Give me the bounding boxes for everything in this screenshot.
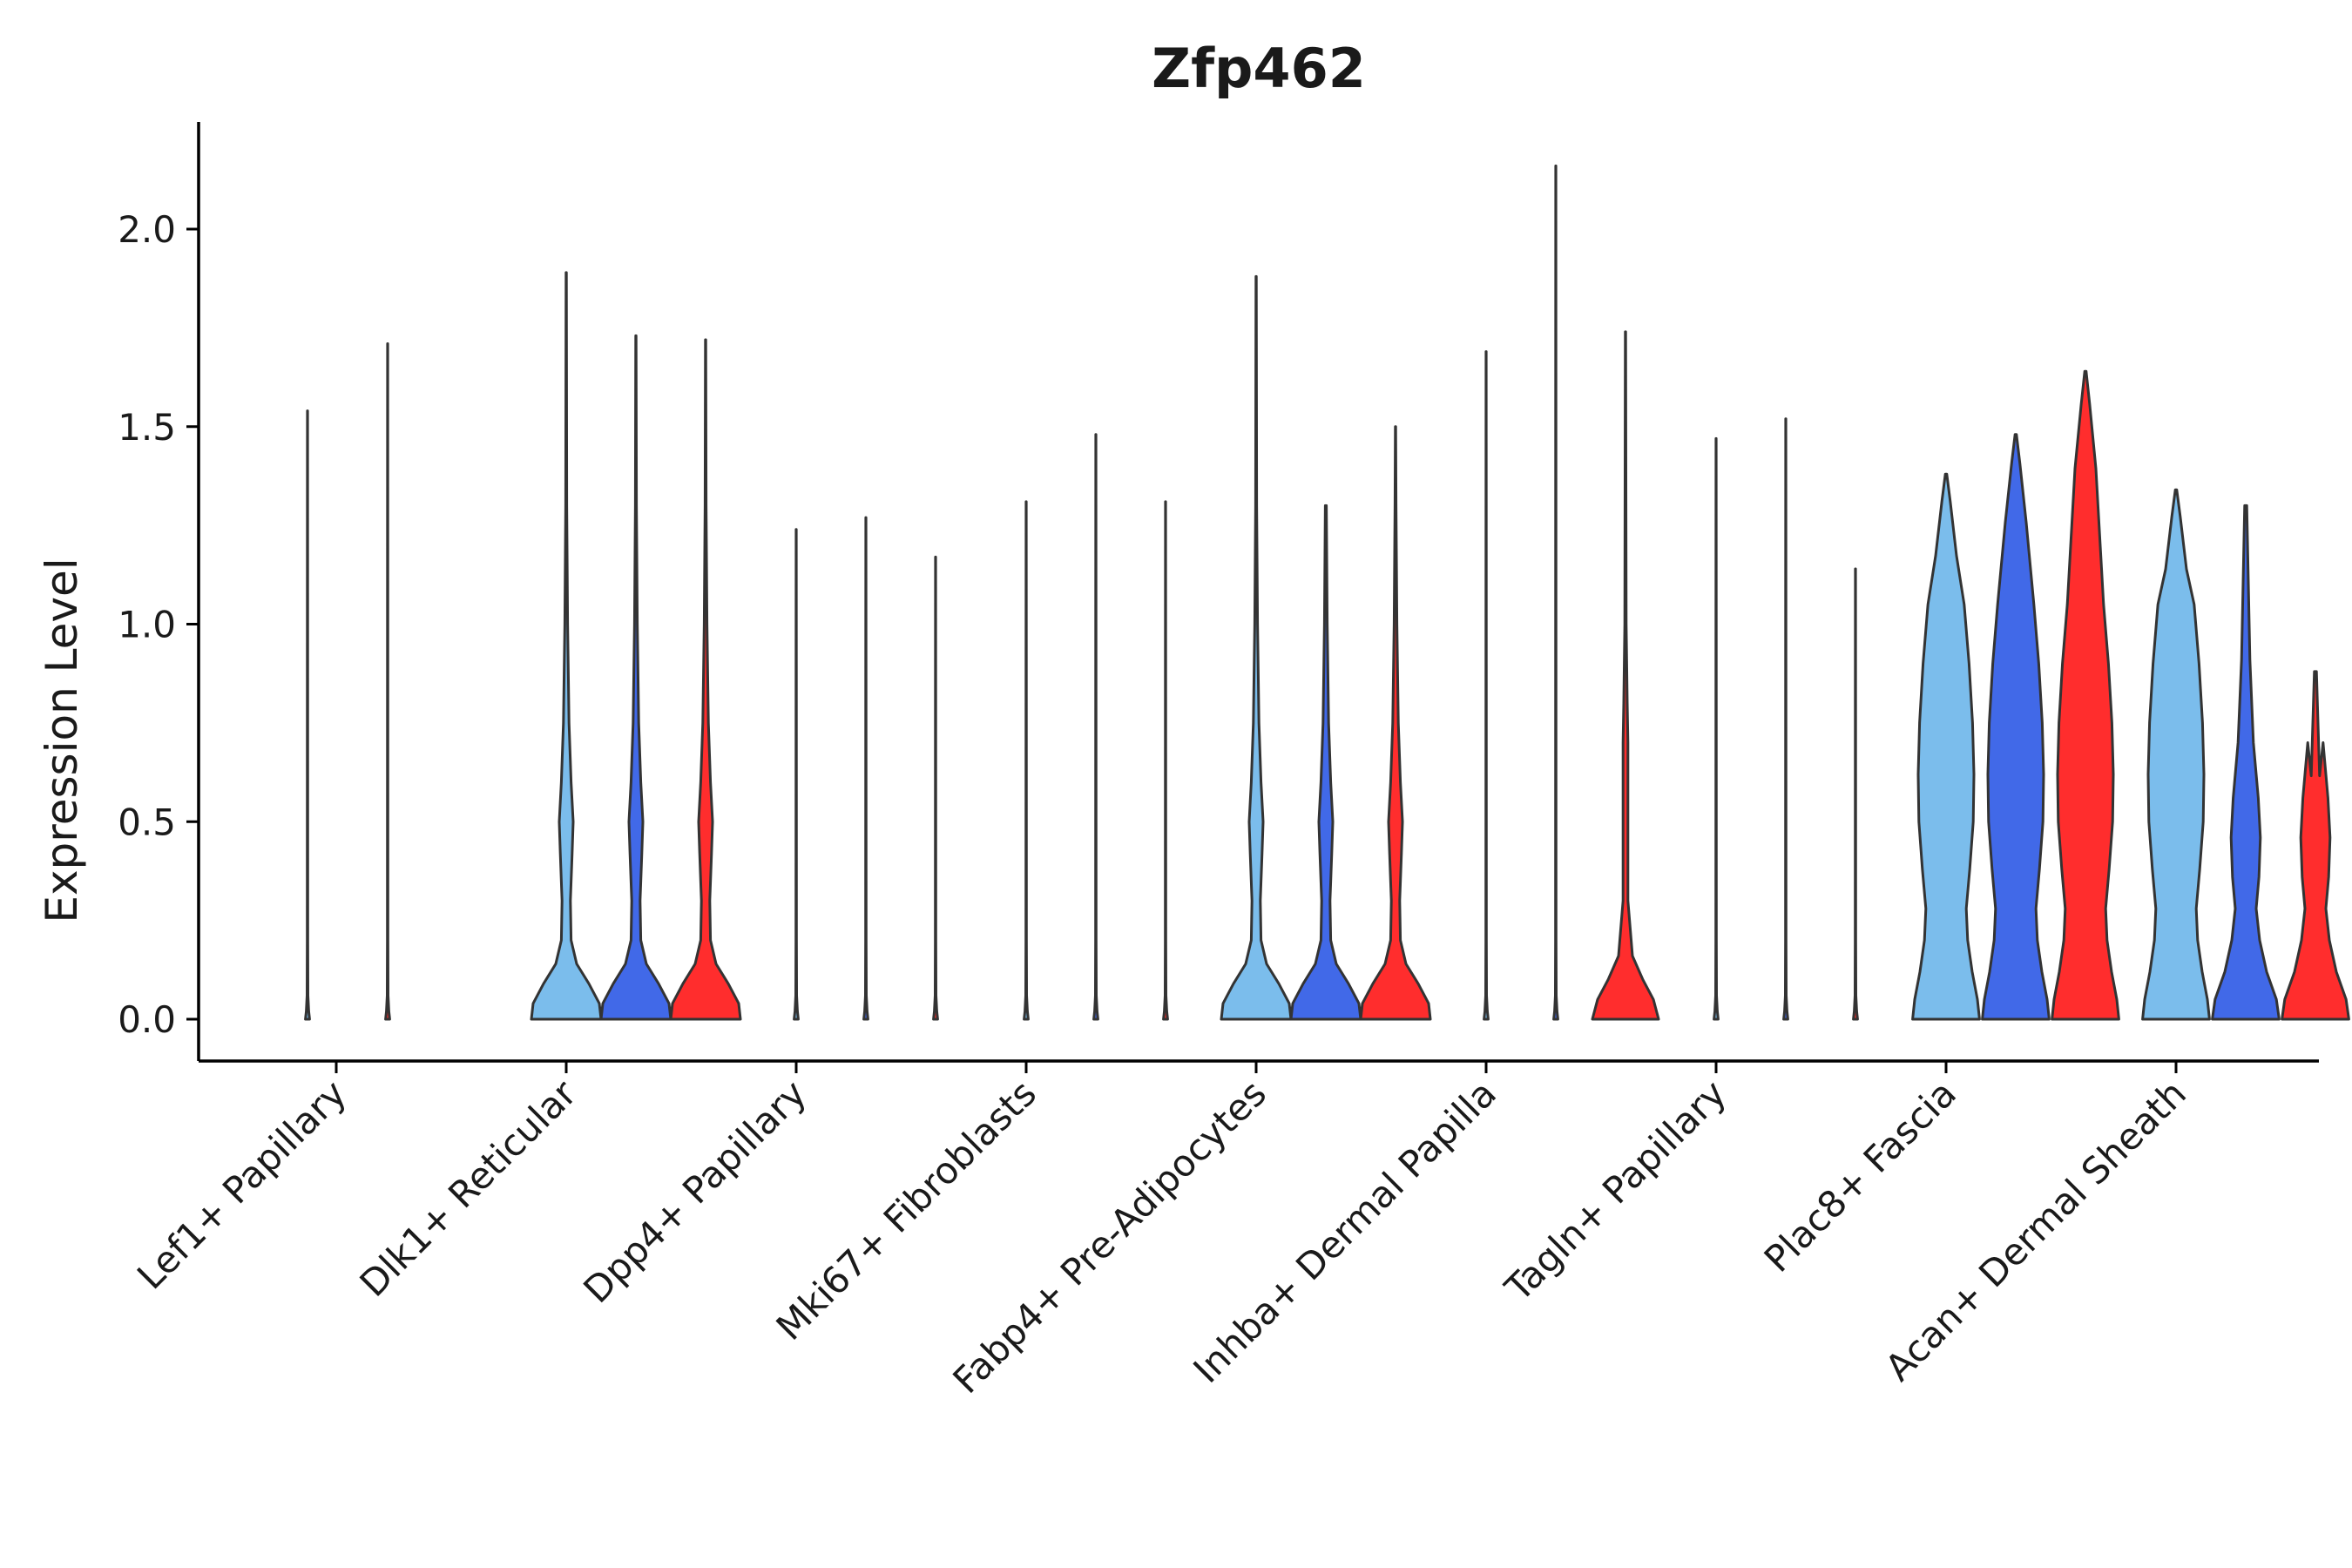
violin-1-mki67-fibroblasts [1023, 500, 1030, 1021]
x-tick-label: Plac8+ Fascia [1756, 1071, 1964, 1280]
y-axis-label: Expression Level [37, 558, 87, 923]
violin-2-plac8-fascia [1981, 433, 2051, 1021]
x-tick-label: Lef1+ Papillary [129, 1071, 355, 1297]
violin-2-tagln-papillary [1782, 417, 1789, 1021]
violin-1-plac8-fascia [1911, 472, 1981, 1021]
violin-3-dpp4-papillary [932, 555, 939, 1021]
violin-3-inhba-dermal-papilla [1591, 330, 1660, 1021]
violin-3-tagln-papillary [1852, 567, 1859, 1021]
plot-area [304, 164, 2350, 1021]
x-tick-label: Mki67+ Fibroblasts [768, 1071, 1044, 1348]
violin-2-fabp4-pre-adipocytes [1289, 504, 1362, 1021]
violin-3-dlk1-reticular [669, 338, 742, 1021]
violin-3-lef1-papillary [384, 342, 391, 1021]
violin-1-dlk1-reticular [530, 271, 603, 1021]
y-tick-label: 2.0 [118, 208, 176, 251]
violin-3-fabp4-pre-adipocytes [1359, 425, 1432, 1021]
violin-2-mki67-fibroblasts [1092, 433, 1099, 1021]
x-tick-label: Dpp4+ Papillary [575, 1071, 814, 1311]
violin-3-acan-dermal-sheath [2281, 670, 2350, 1021]
violin-2-inhba-dermal-papilla [1552, 164, 1559, 1021]
violin-1-tagln-papillary [1713, 436, 1720, 1021]
violin-2-dlk1-reticular [599, 334, 672, 1021]
x-tick-label: Dlk1+ Reticular [352, 1071, 585, 1305]
violin-3-plac8-fascia [2051, 369, 2120, 1021]
violin-2-acan-dermal-sheath [2211, 504, 2281, 1021]
violin-2-dpp4-papillary [862, 516, 869, 1021]
x-tick-label: Tagln+ Papillary [1497, 1071, 1734, 1309]
violin-1-dpp4-papillary [793, 528, 800, 1021]
violin-3-mki67-fibroblasts [1162, 500, 1169, 1021]
violin-1-lef1-papillary [304, 409, 311, 1021]
y-tick-label: 1.5 [118, 406, 176, 449]
y-tick-label: 0.5 [118, 801, 176, 843]
chart-title: Zfp462 [1152, 37, 1366, 100]
y-tick-label: 0.0 [118, 998, 176, 1041]
violin-1-fabp4-pre-adipocytes [1220, 274, 1293, 1021]
violin-1-inhba-dermal-papilla [1483, 350, 1490, 1021]
y-tick-label: 1.0 [118, 604, 176, 646]
violin-1-acan-dermal-sheath [2141, 488, 2211, 1021]
